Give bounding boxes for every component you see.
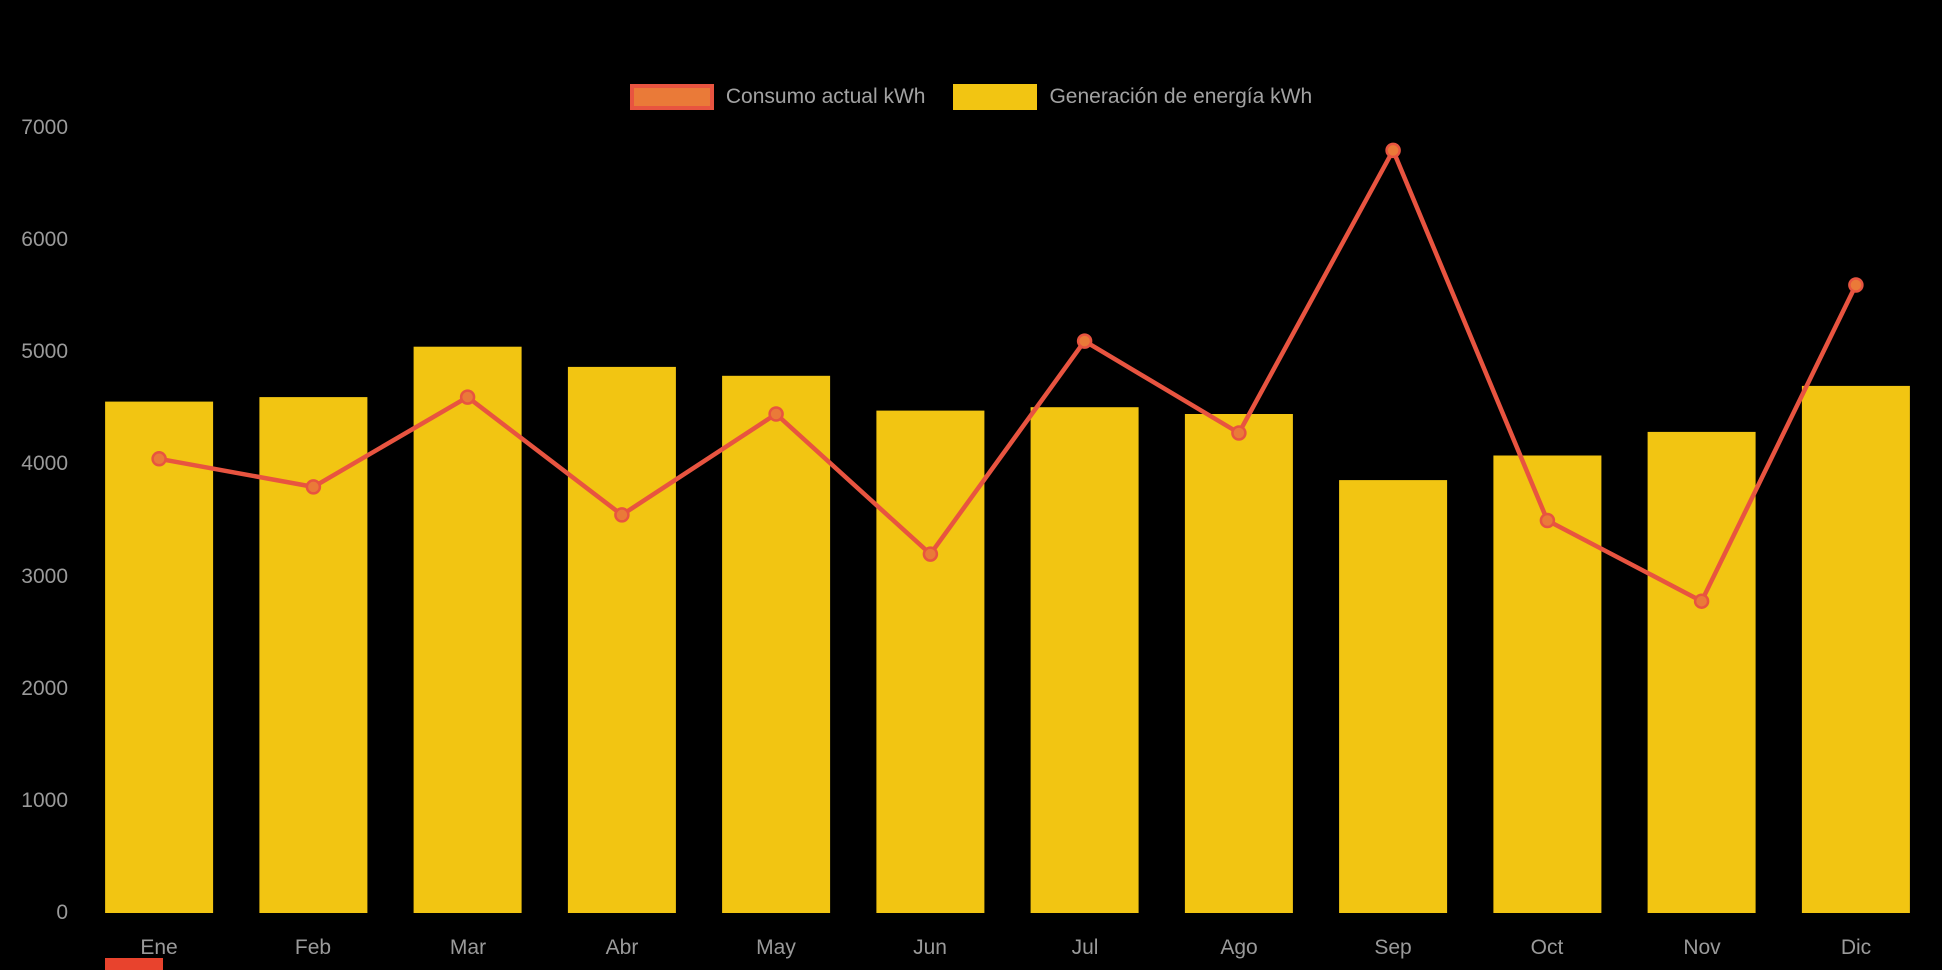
x-tick-label: Nov	[1683, 936, 1721, 959]
point-ago[interactable]	[1231, 425, 1247, 441]
legend-label-consumo: Consumo actual kWh	[725, 85, 926, 108]
bar-may[interactable]	[722, 375, 831, 913]
x-tick-label: Mar	[449, 936, 487, 959]
legend-item-generacion[interactable]: Generación de energía kWh	[953, 84, 1312, 110]
bar-mar[interactable]	[413, 346, 522, 913]
y-tick-label: 7000	[21, 116, 68, 139]
y-tick-label: 4000	[21, 452, 68, 475]
point-mar[interactable]	[459, 389, 476, 405]
consumo-swatch	[629, 84, 714, 110]
legend-label-generacion: Generación de energía kWh	[1049, 85, 1313, 108]
y-tick-label: 2000	[21, 677, 68, 700]
red-strip	[105, 958, 163, 970]
x-tick-label: Sep	[1374, 936, 1412, 959]
point-oct[interactable]	[1539, 512, 1556, 529]
bar-jun[interactable]	[876, 410, 985, 913]
point-feb[interactable]	[305, 479, 322, 495]
chart-legend: Consumo actual kWh Generación de energía…	[0, 84, 1942, 110]
point-nov[interactable]	[1693, 593, 1710, 609]
x-tick-label: Jul	[1071, 936, 1099, 959]
x-tick-label: Abr	[605, 936, 639, 959]
y-tick-label: 1000	[21, 789, 68, 812]
x-tick-label: Dic	[1840, 936, 1872, 959]
point-dic[interactable]	[1848, 277, 1864, 293]
x-tick-label: Oct	[1530, 936, 1564, 959]
legend-item-consumo[interactable]: Consumo actual kWh	[629, 84, 926, 110]
point-ene[interactable]	[151, 451, 167, 467]
y-tick-label: 6000	[21, 228, 68, 251]
y-tick-label: 5000	[21, 340, 68, 363]
generacion-swatch	[953, 84, 1038, 110]
bar-dic[interactable]	[1801, 385, 1910, 913]
y-tick-label: 0	[56, 901, 68, 924]
bar-ago[interactable]	[1184, 414, 1293, 913]
bar-ene[interactable]	[105, 401, 214, 913]
point-sep[interactable]	[1385, 142, 1401, 159]
bar-feb[interactable]	[259, 397, 368, 914]
x-tick-label: Ene	[140, 936, 178, 959]
point-may[interactable]	[768, 406, 784, 422]
bar-jul[interactable]	[1030, 407, 1139, 913]
x-tick-label: Ago	[1220, 936, 1258, 959]
x-tick-label: Feb	[294, 936, 332, 959]
x-tick-label: May	[756, 936, 796, 959]
bar-abr[interactable]	[567, 366, 676, 913]
bar-oct[interactable]	[1493, 455, 1602, 914]
bar-sep[interactable]	[1339, 480, 1448, 913]
point-jul[interactable]	[1076, 333, 1093, 349]
point-abr[interactable]	[614, 507, 630, 523]
y-tick-label: 3000	[21, 565, 68, 588]
bar-nov[interactable]	[1647, 431, 1756, 913]
point-jun[interactable]	[922, 546, 939, 562]
x-tick-label: Jun	[913, 936, 947, 959]
consumo-line	[156, 148, 1859, 604]
